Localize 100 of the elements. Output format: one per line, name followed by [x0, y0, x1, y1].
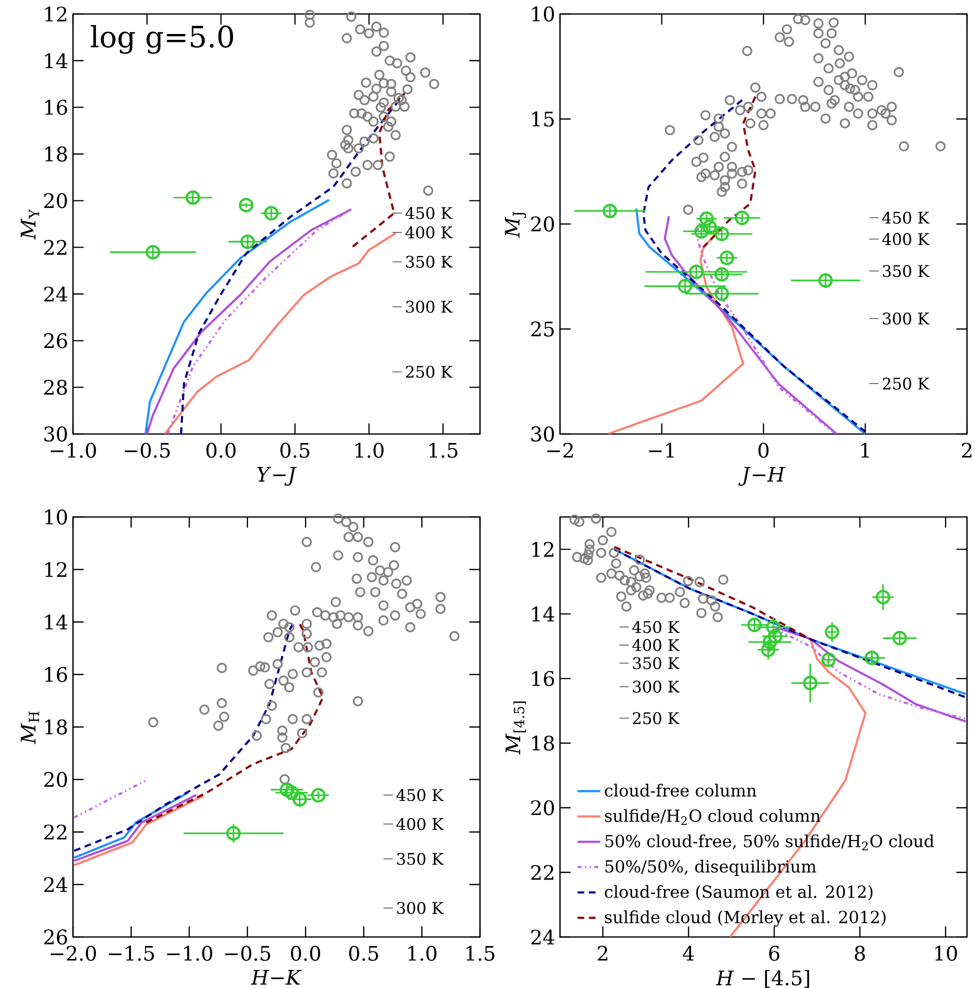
point	[696, 608, 707, 618]
y-tick-label: 15	[532, 111, 554, 127]
y-tick-label: 22	[531, 864, 554, 880]
point	[616, 591, 626, 602]
x-tick-label: −0.5	[225, 946, 270, 961]
point	[706, 595, 717, 606]
y-tick-label: 10	[532, 6, 554, 22]
annotation: 450 K	[396, 788, 444, 802]
point	[378, 28, 389, 38]
point	[393, 92, 404, 104]
y-tick-label: 24	[44, 877, 68, 892]
point	[146, 244, 160, 260]
y-tick-label: 30	[44, 426, 67, 442]
point	[383, 122, 394, 132]
point	[238, 198, 254, 212]
y-tick-label: 16	[45, 666, 68, 682]
x-axis-title: J−H	[738, 466, 786, 486]
point	[824, 624, 840, 640]
y-axis-title: M$_{H}$	[20, 712, 40, 744]
point	[642, 588, 653, 599]
point	[698, 594, 708, 604]
point	[311, 788, 326, 803]
point	[680, 598, 690, 608]
annotation: 300 K	[633, 680, 680, 693]
point	[631, 582, 642, 592]
x-tick-label: 0.5	[349, 946, 378, 961]
point	[583, 549, 594, 560]
point	[331, 158, 342, 168]
annotation: 350 K	[633, 657, 680, 670]
y-tick-label: 20	[531, 216, 554, 232]
annotation: 250 K	[406, 366, 453, 378]
y-tick-label: 14	[45, 53, 68, 68]
line-series	[180, 92, 406, 434]
point	[423, 185, 434, 196]
point	[378, 40, 389, 52]
annotation: 400 K	[632, 639, 680, 652]
point	[608, 548, 620, 558]
x-tick-label: 0.5	[280, 442, 310, 458]
point	[371, 46, 382, 57]
point	[626, 585, 636, 596]
line-series	[606, 228, 744, 434]
x-tick-label: 0.0	[290, 946, 320, 961]
x-axis-title: H−K	[250, 970, 302, 985]
y-tick-label: 24	[44, 286, 68, 302]
y-tick-label: 18	[45, 146, 67, 162]
point	[342, 124, 352, 136]
x-tick-label: −1.0	[50, 442, 96, 458]
point	[342, 33, 352, 44]
point	[420, 67, 430, 78]
point	[368, 116, 379, 127]
point	[892, 630, 907, 646]
point	[304, 10, 315, 20]
annotation: 400 K	[396, 818, 444, 830]
line-series	[164, 232, 397, 434]
x-tick-label: −1.0	[167, 946, 212, 961]
x-tick-label: 10	[935, 946, 957, 961]
point	[582, 555, 593, 566]
point	[360, 77, 372, 88]
annotation: 400 K	[405, 226, 453, 238]
y-tick-label: 18	[45, 719, 67, 735]
annotation: 400 K	[882, 233, 930, 246]
y-tick-label: 18	[532, 736, 554, 751]
point	[621, 601, 632, 612]
y-axis-title: M$_{[4.5]}$	[506, 702, 526, 755]
x-tick-label: 2	[962, 442, 972, 458]
point	[378, 112, 389, 122]
y-tick-label: 24	[531, 930, 554, 944]
point	[682, 576, 694, 586]
point	[802, 676, 818, 690]
point	[428, 78, 440, 90]
point	[340, 140, 350, 150]
point	[400, 66, 412, 76]
annotation: 350 K	[406, 256, 453, 268]
x-tick-label: −0.5	[124, 442, 170, 458]
point	[596, 548, 606, 558]
point	[584, 539, 595, 550]
point	[674, 586, 686, 598]
y-tick-label: 28	[44, 380, 67, 395]
x-tick-label: −1.5	[108, 946, 154, 961]
point	[343, 134, 354, 146]
point	[710, 601, 720, 612]
point	[634, 571, 645, 582]
x-tick-label: 6	[769, 946, 780, 961]
y-tick-label: 20	[531, 800, 554, 816]
x-tick-label: −1	[649, 442, 674, 458]
point	[644, 585, 655, 596]
y-tick-label: 20	[44, 772, 67, 788]
point	[694, 576, 705, 588]
point	[326, 150, 338, 160]
point	[402, 84, 413, 94]
point	[714, 267, 730, 282]
annotation: 350 K	[882, 264, 930, 278]
point	[579, 554, 590, 564]
point	[628, 565, 640, 576]
y-tick-label: 12	[532, 542, 554, 557]
x-tick-label: 4	[682, 946, 694, 961]
annotation: 300 K	[397, 902, 444, 914]
point	[876, 590, 890, 604]
point	[368, 91, 379, 102]
point	[638, 590, 648, 601]
